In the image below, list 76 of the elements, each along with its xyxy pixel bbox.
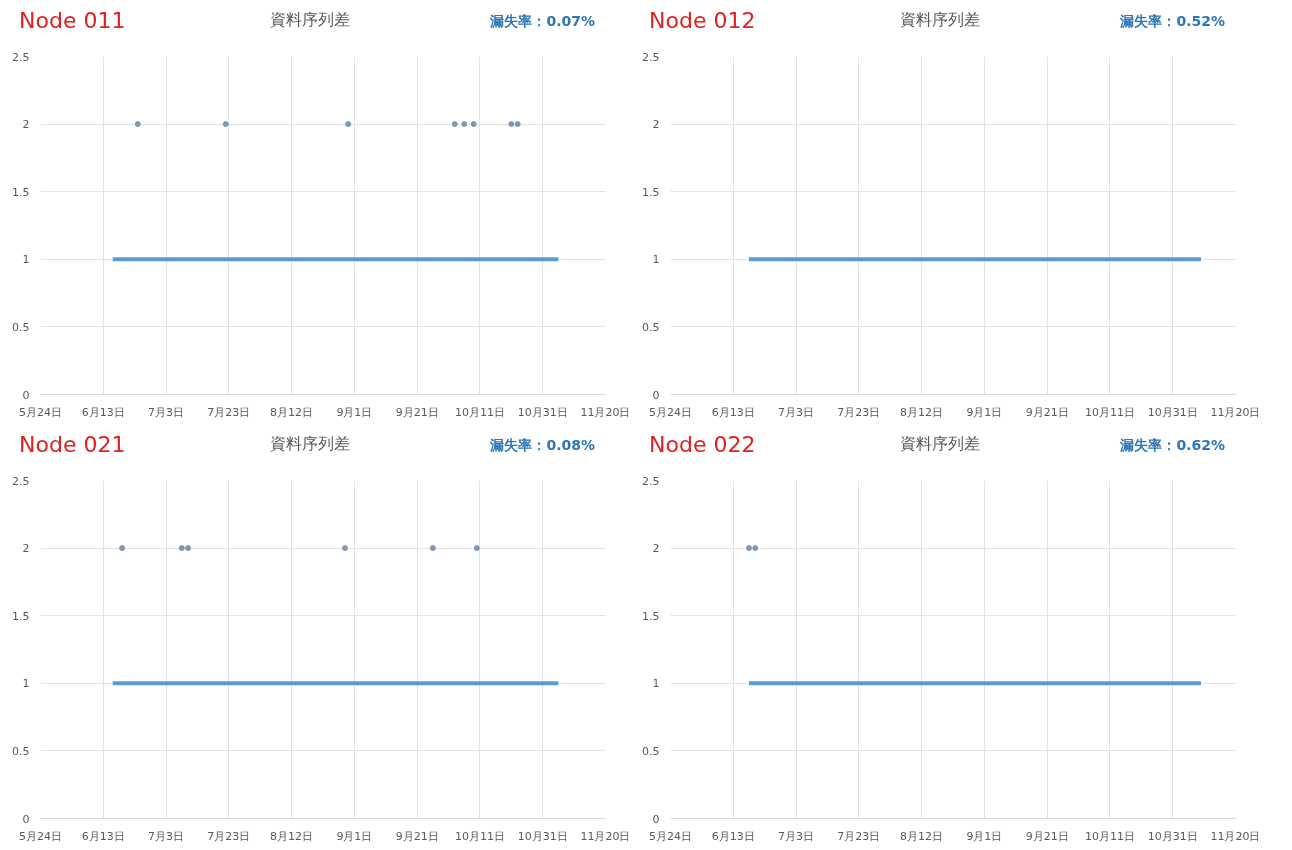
text: 漏失率：0.07% — [490, 12, 595, 31]
x-tick-label: 11月20日 — [1210, 829, 1261, 843]
y-tick-label: 0.5 — [642, 744, 660, 758]
x-tick-label: 6月13日 — [81, 405, 125, 419]
x-tick-label: 7月23日 — [837, 405, 881, 419]
x-tick-label: 9月21日 — [395, 829, 439, 843]
x-tick-label: 5月24日 — [649, 829, 692, 843]
y-tick-label: 0.5 — [642, 320, 660, 334]
y-tick-label: 2 — [652, 542, 660, 556]
x-tick-label: 9月21日 — [395, 405, 439, 419]
x-tick-label: 11月20日 — [580, 829, 631, 843]
chart-title: 資料序列差 — [270, 433, 350, 455]
x-tick-label: 10月11日 — [454, 405, 505, 419]
x-tick-label: 9月1日 — [966, 405, 1003, 419]
y-tick-label: 0 — [652, 388, 660, 402]
x-tick-label: 11月20日 — [1210, 405, 1261, 419]
text: Node 012 — [649, 7, 756, 35]
chart-title: 資料序列差 — [270, 9, 350, 31]
x-tick-label: 8月12日 — [270, 405, 314, 419]
x-tick-label: 7月3日 — [148, 405, 185, 419]
text: 漏失率：0.52% — [1120, 12, 1225, 31]
y-tick-label: 1 — [652, 253, 660, 267]
x-tick-label: 9月21日 — [1025, 829, 1069, 843]
y-tick-label: 2 — [22, 118, 30, 132]
x-tick-label: 5月24日 — [19, 829, 62, 843]
x-tick-label: 10月11日 — [454, 829, 505, 843]
x-tick-label: 10月31日 — [1147, 829, 1198, 843]
y-tick-label: 2 — [652, 118, 660, 132]
x-tick-label: 5月24日 — [19, 405, 62, 419]
x-tick-label: 10月31日 — [1147, 405, 1198, 419]
y-tick-label: 2 — [22, 542, 30, 556]
text: Node 021 — [19, 431, 126, 459]
y-tick-label: 1.5 — [642, 609, 660, 623]
x-tick-label: 9月1日 — [966, 829, 1003, 843]
x-tick-label: 7月3日 — [778, 829, 815, 843]
x-tick-label: 10月31日 — [517, 829, 568, 843]
x-tick-label: 11月20日 — [580, 405, 631, 419]
text: 漏失率：0.08% — [490, 436, 595, 455]
text: Node 022 — [649, 431, 756, 459]
x-tick-label: 6月13日 — [81, 829, 125, 843]
y-tick-label: 2.5 — [642, 474, 660, 488]
x-tick-label: 6月13日 — [711, 405, 755, 419]
x-tick-label: 5月24日 — [649, 405, 692, 419]
y-tick-label: 0 — [22, 388, 30, 402]
x-tick-label: 7月3日 — [778, 405, 815, 419]
y-tick-label: 0.5 — [12, 320, 30, 334]
y-tick-label: 0.5 — [12, 744, 30, 758]
y-tick-label: 2.5 — [12, 50, 30, 64]
y-tick-label: 1.5 — [12, 609, 30, 623]
y-tick-label: 0 — [22, 812, 30, 826]
y-tick-label: 2.5 — [12, 474, 30, 488]
text: Node 011 — [19, 7, 126, 35]
x-tick-label: 10月11日 — [1084, 829, 1135, 843]
chart-title: 資料序列差 — [900, 9, 980, 31]
x-tick-label: 8月12日 — [270, 829, 314, 843]
x-tick-label: 10月31日 — [517, 405, 568, 419]
y-tick-label: 0 — [652, 812, 660, 826]
x-tick-label: 8月12日 — [900, 829, 944, 843]
x-tick-label: 7月3日 — [148, 829, 185, 843]
text: 漏失率：0.62% — [1120, 436, 1225, 455]
chart-title: 資料序列差 — [900, 433, 980, 455]
x-tick-label: 10月11日 — [1084, 405, 1135, 419]
y-tick-label: 1 — [22, 677, 30, 691]
x-tick-label: 8月12日 — [900, 405, 944, 419]
x-tick-label: 7月23日 — [207, 405, 251, 419]
x-tick-label: 9月1日 — [336, 829, 373, 843]
y-tick-label: 1.5 — [12, 185, 30, 199]
x-tick-label: 6月13日 — [711, 829, 755, 843]
y-tick-label: 1.5 — [642, 185, 660, 199]
x-tick-label: 7月23日 — [837, 829, 881, 843]
x-tick-label: 9月1日 — [336, 405, 373, 419]
y-tick-label: 1 — [22, 253, 30, 267]
x-tick-label: 9月21日 — [1025, 405, 1069, 419]
x-tick-label: 7月23日 — [207, 829, 251, 843]
y-tick-label: 1 — [652, 677, 660, 691]
y-tick-label: 2.5 — [642, 50, 660, 64]
